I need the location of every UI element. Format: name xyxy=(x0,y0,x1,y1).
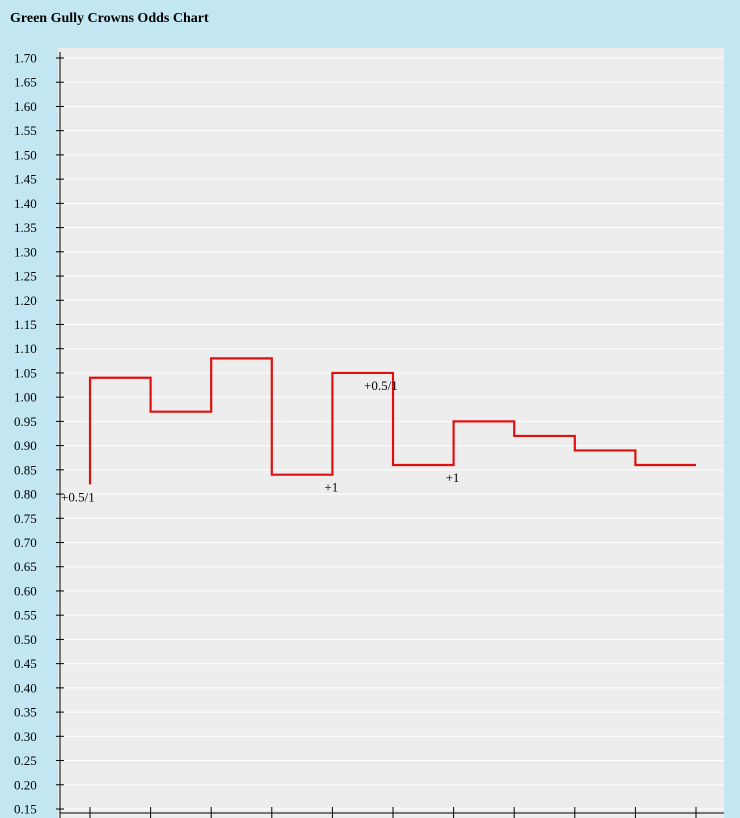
x-axis xyxy=(60,807,724,818)
y-tick-label: 0.95 xyxy=(14,414,37,429)
y-tick-label: 1.30 xyxy=(14,244,37,259)
y-tick-label: 0.70 xyxy=(14,535,37,550)
y-tick-label: 1.00 xyxy=(14,390,37,405)
y-tick-label: 0.25 xyxy=(14,753,37,768)
y-tick-label: 0.15 xyxy=(14,802,37,817)
y-tick-label: 0.75 xyxy=(14,511,37,526)
y-tick-label: 1.35 xyxy=(14,220,37,235)
y-tick-label: 1.65 xyxy=(14,75,37,90)
y-tick-label: 1.70 xyxy=(14,51,37,66)
y-tick-label: 0.35 xyxy=(14,705,37,720)
series-group xyxy=(88,357,696,485)
y-tick-label: 0.30 xyxy=(14,729,37,744)
annotations-group: +0.5/1 +1 +0.5/1 +1 xyxy=(61,378,459,504)
y-tick-label: 1.50 xyxy=(14,147,37,162)
y-tick-label: 0.20 xyxy=(14,777,37,792)
y-tick-label: 1.05 xyxy=(14,365,37,380)
y-tick-label: 1.60 xyxy=(14,99,37,114)
handicap-annotation: +1 xyxy=(446,470,460,485)
odds-step-line xyxy=(88,357,696,485)
y-tick-label: 0.60 xyxy=(14,583,37,598)
y-tick-label: 0.65 xyxy=(14,559,37,574)
y-tick-label: 1.15 xyxy=(14,317,37,332)
y-tick-label: 1.25 xyxy=(14,269,37,284)
y-tick-label: 0.80 xyxy=(14,487,37,502)
y-tick-label: 1.40 xyxy=(14,196,37,211)
y-tick-label: 1.10 xyxy=(14,341,37,356)
y-axis: 1.70 1.65 1.60 1.55 1.50 1.45 1.40 1.35 1.30 1.25… xyxy=(14,51,64,818)
y-tick-label: 0.85 xyxy=(14,462,37,477)
y-tick-label: 0.55 xyxy=(14,608,37,623)
chart-title: Green Gully Crowns Odds Chart xyxy=(10,11,209,26)
plot-area xyxy=(58,48,724,818)
handicap-annotation: +0.5/1 xyxy=(61,489,95,504)
y-tick-label: 0.90 xyxy=(14,438,37,453)
y-tick-label: 0.40 xyxy=(14,680,37,695)
y-tick-label: 1.55 xyxy=(14,123,37,138)
y-tick-label: 1.20 xyxy=(14,293,37,308)
y-tick-label: 1.45 xyxy=(14,172,37,187)
handicap-annotation: +1 xyxy=(324,480,338,495)
y-tick-label: 0.45 xyxy=(14,656,37,671)
gridlines xyxy=(60,57,724,810)
handicap-annotation: +0.5/1 xyxy=(364,378,398,393)
y-tick-label: 0.50 xyxy=(14,632,37,647)
